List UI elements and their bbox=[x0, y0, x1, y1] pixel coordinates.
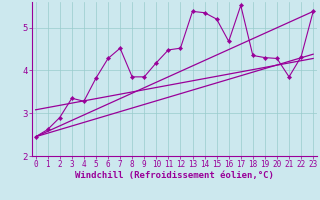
X-axis label: Windchill (Refroidissement éolien,°C): Windchill (Refroidissement éolien,°C) bbox=[75, 171, 274, 180]
